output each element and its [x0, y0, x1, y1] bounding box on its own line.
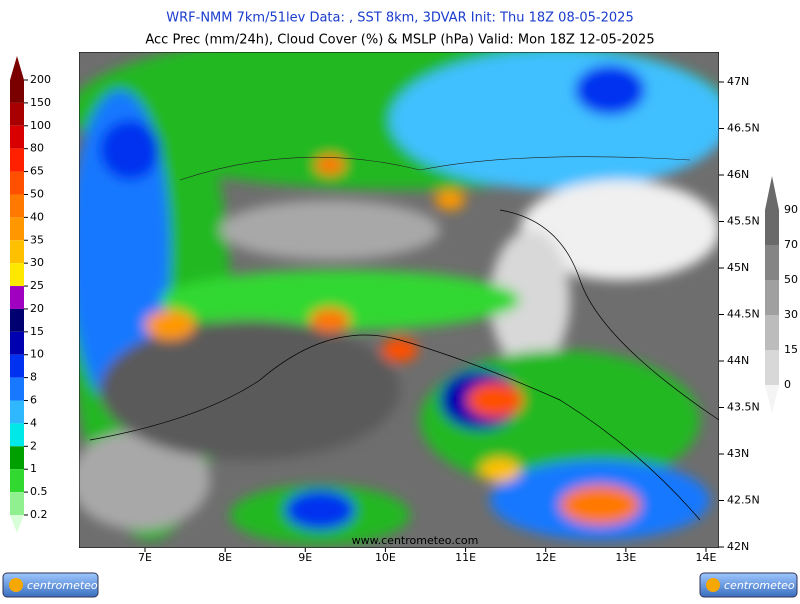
logo-box: [2, 572, 99, 598]
scale-label: 50: [30, 187, 44, 200]
border: [179, 156, 691, 181]
coastline: [89, 334, 701, 521]
scale-segment: [10, 331, 24, 355]
scale-segment: [10, 492, 24, 515]
scale-label: 1: [30, 462, 37, 475]
lat-label: 45N: [727, 261, 749, 274]
scale-label: 0.2: [30, 508, 48, 521]
scale-label: 8: [30, 371, 37, 384]
scale-segment: [10, 217, 24, 241]
logo-icon: [706, 578, 720, 592]
scale-label: 35: [30, 233, 44, 246]
scale-segment: [765, 280, 779, 315]
scale-label: 15: [784, 343, 798, 356]
scale-label: 50: [784, 273, 798, 286]
scale-label: 150: [30, 96, 51, 109]
scale-arrow: [765, 176, 779, 210]
scale-segment: [10, 423, 24, 447]
scale-segment: [10, 240, 24, 264]
scale-label: 15: [30, 325, 44, 338]
lat-label: 43.5N: [727, 401, 760, 414]
logo-icon: [9, 578, 23, 592]
scale-segment: [10, 263, 24, 287]
scale-segment: [10, 171, 24, 195]
scale-arrow: [10, 56, 24, 80]
scale-segment: [765, 350, 779, 385]
lat-label: 47N: [727, 75, 749, 88]
scale-segment: [10, 286, 24, 309]
scale-segment: [10, 80, 24, 103]
scale-label: 4: [30, 416, 37, 429]
logo-right: centrometeo: [699, 572, 798, 598]
scale-segment: [10, 125, 24, 149]
scale-arrow: [765, 385, 779, 413]
lon-label: 14E: [696, 551, 717, 564]
scale-label: 30: [784, 308, 798, 321]
scale-label: 2: [30, 439, 37, 452]
scales: 20015010080655040353025201510864210.50.2…: [10, 56, 798, 564]
scale-label: 90: [784, 203, 798, 216]
lat-label: 44.5N: [727, 308, 760, 321]
lat-label: 46N: [727, 168, 749, 181]
scale-segment: [10, 194, 24, 218]
scale-label: 65: [30, 165, 44, 178]
scale-segment: [10, 400, 24, 424]
lon-label: 7E: [138, 551, 152, 564]
lat-label: 46.5N: [727, 122, 760, 135]
scale-label: 20: [30, 302, 44, 315]
lon-label: 12E: [535, 551, 556, 564]
scale-label: 0.5: [30, 485, 48, 498]
scale-segment: [765, 210, 779, 245]
logo-left: centrometeo: [2, 572, 99, 598]
lon-label: 10E: [375, 551, 396, 564]
logo-box: [699, 572, 798, 598]
scale-segment: [765, 245, 779, 280]
scale-segment: [10, 354, 24, 378]
scale-segment: [10, 148, 24, 172]
lon-label: 11E: [455, 551, 476, 564]
lon-label: 8E: [218, 551, 232, 564]
scale-label: 100: [30, 119, 51, 132]
scale-segment: [765, 315, 779, 350]
lon-label: 13E: [615, 551, 636, 564]
lat-label: 42N: [727, 540, 749, 553]
scale-segment: [10, 377, 24, 401]
scale-label: 200: [30, 73, 51, 86]
header-line1: WRF-NMM 7km/51lev Data: , SST 8km, 3DVAR…: [166, 11, 633, 26]
scale-segment: [10, 446, 24, 470]
scale-label: 10: [30, 348, 44, 361]
scale-arrow: [10, 515, 24, 533]
logo-text: centrometeo: [724, 579, 795, 592]
header-line2: Acc Prec (mm/24h), Cloud Cover (%) & MSL…: [145, 33, 654, 48]
scale-segment: [10, 308, 24, 332]
lat-label: 45.5N: [727, 215, 760, 228]
coastline: [499, 209, 719, 421]
map-fields: [79, 52, 719, 545]
scale-label: 80: [30, 142, 44, 155]
lat-label: 43N: [727, 447, 749, 460]
lat-label: 42.5N: [727, 494, 760, 507]
lat-label: 44N: [727, 354, 749, 367]
watermark: www.centrometeo.com: [352, 534, 479, 547]
logo-text: centrometeo: [27, 579, 98, 592]
map: www.centrometeo.com: [79, 52, 719, 548]
lon-label: 9E: [298, 551, 312, 564]
scale-label: 6: [30, 394, 37, 407]
scale-segment: [10, 469, 24, 493]
scale-label: 70: [784, 238, 798, 251]
scale-label: 0: [784, 378, 791, 391]
scale-label: 40: [30, 210, 44, 223]
scale-segment: [10, 102, 24, 126]
scale-label: 30: [30, 256, 44, 269]
scale-label: 25: [30, 279, 44, 292]
